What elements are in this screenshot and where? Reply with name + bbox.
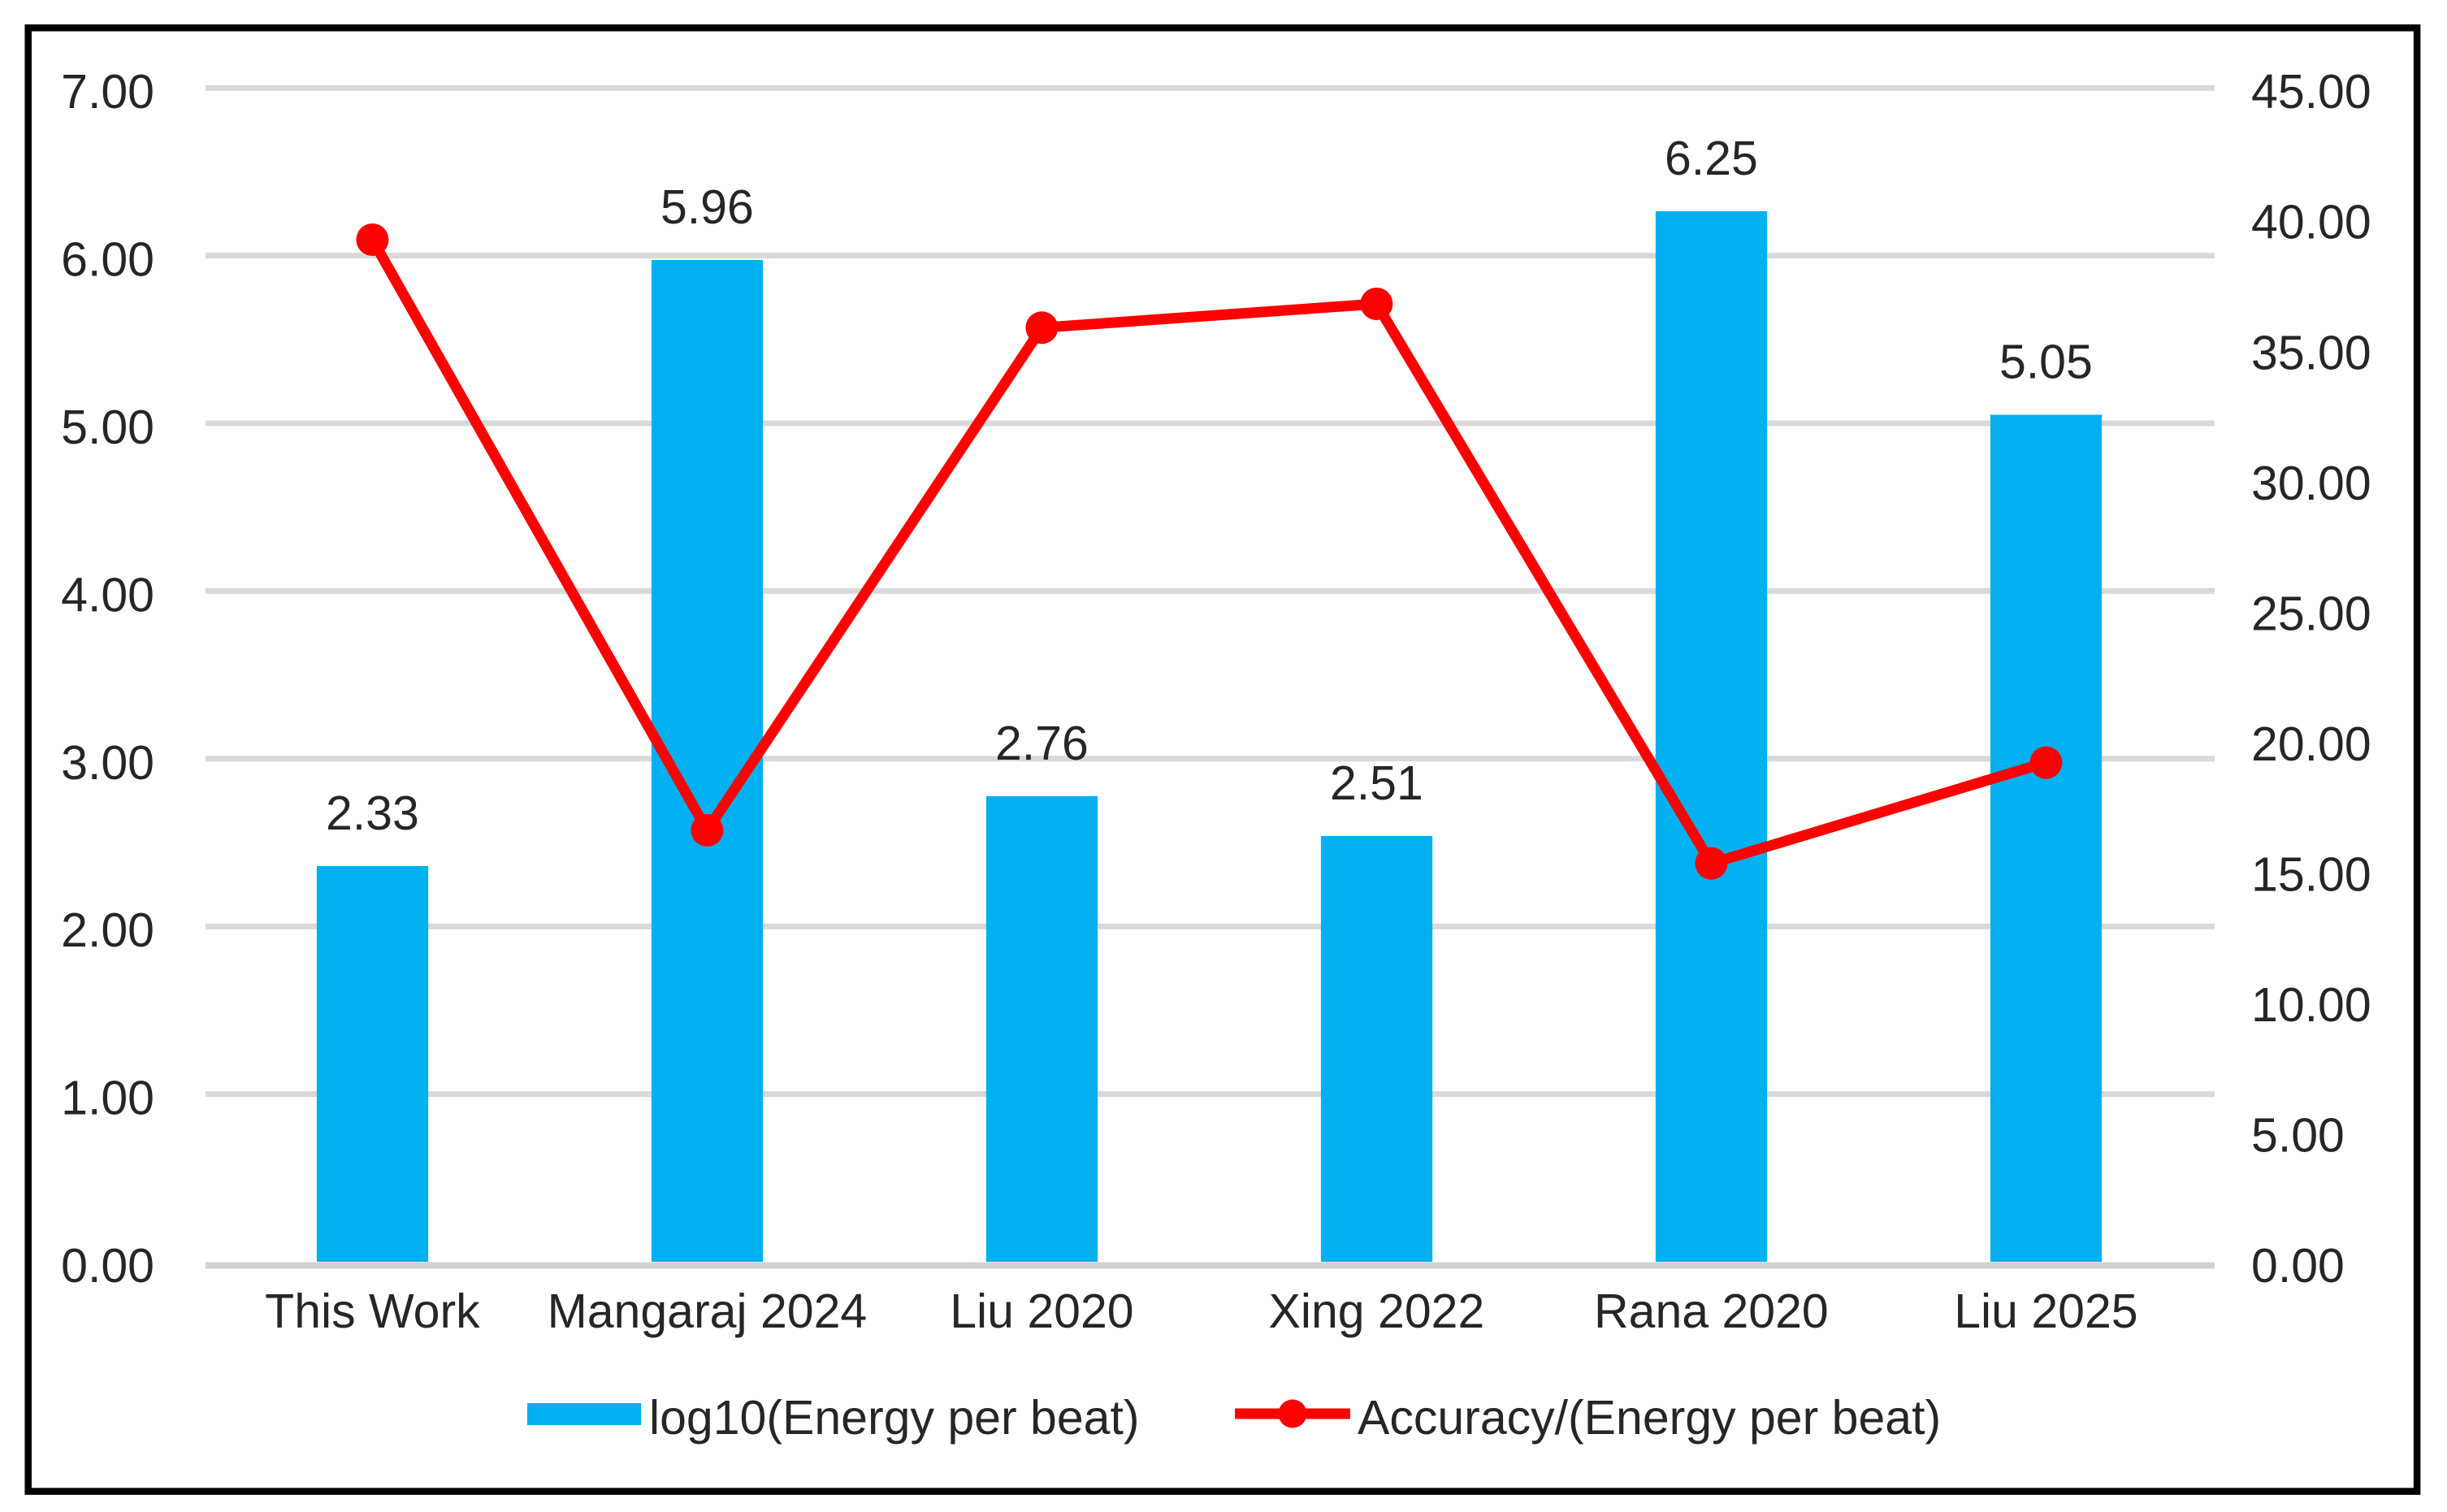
svg-text:2.51: 2.51 [1330,756,1423,810]
svg-text:4.00: 4.00 [61,568,154,622]
svg-text:Mangaraj 2024: Mangaraj 2024 [548,1285,868,1338]
svg-text:5.00: 5.00 [61,401,154,454]
svg-text:10.00: 10.00 [2251,978,2371,1032]
svg-text:1.00: 1.00 [61,1072,154,1125]
svg-text:30.00: 30.00 [2251,457,2371,510]
svg-text:Accuracy/(Energy per beat): Accuracy/(Energy per beat) [1358,1391,1941,1445]
svg-text:Xing 2022: Xing 2022 [1269,1285,1485,1338]
svg-text:Rana 2020: Rana 2020 [1594,1285,1829,1338]
svg-text:log10(Energy per beat): log10(Energy per beat) [649,1391,1139,1445]
svg-text:25.00: 25.00 [2251,587,2371,640]
svg-text:0.00: 0.00 [2251,1239,2345,1293]
svg-text:2.00: 2.00 [61,903,154,957]
svg-text:5.96: 5.96 [660,180,754,234]
svg-text:Liu 2020: Liu 2020 [950,1285,1133,1338]
svg-text:20.00: 20.00 [2251,717,2371,771]
svg-text:2.33: 2.33 [326,786,419,840]
svg-text:6.25: 6.25 [1665,132,1758,185]
svg-text:7.00: 7.00 [61,65,154,119]
svg-text:This Work: This Work [265,1285,480,1338]
svg-text:Liu 2025: Liu 2025 [1954,1285,2137,1338]
svg-text:15.00: 15.00 [2251,847,2371,901]
svg-text:5.00: 5.00 [2251,1109,2345,1163]
svg-text:2.76: 2.76 [995,717,1089,770]
svg-text:6.00: 6.00 [61,233,154,287]
svg-text:3.00: 3.00 [61,736,154,790]
svg-text:35.00: 35.00 [2251,326,2371,379]
svg-text:0.00: 0.00 [61,1239,154,1293]
svg-text:40.00: 40.00 [2251,196,2371,249]
svg-text:45.00: 45.00 [2251,65,2371,119]
svg-text:5.05: 5.05 [1999,336,2093,389]
